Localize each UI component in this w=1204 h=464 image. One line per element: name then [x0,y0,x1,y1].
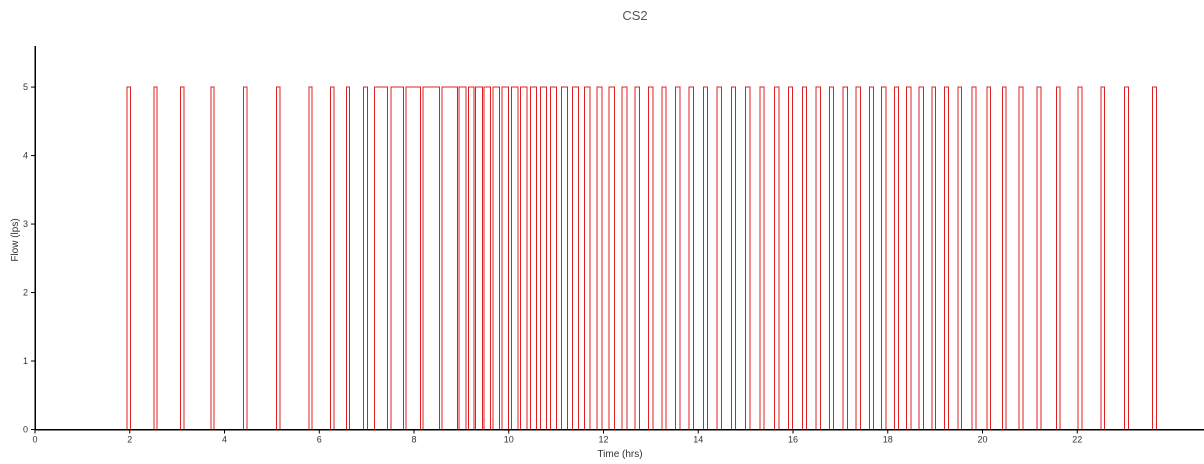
x-tick-label: 0 [32,435,37,445]
x-tick-label: 4 [222,435,227,445]
y-tick-label: 2 [23,288,28,298]
x-axis-label: Time (hrs) [597,449,642,460]
series-line-flow [35,86,1172,430]
x-tick-label: 22 [1072,435,1082,445]
x-tick-label: 12 [598,435,608,445]
x-tick-label: 18 [883,435,893,445]
chart-title: CS2 [622,8,647,23]
plot-area [35,86,1172,430]
x-tick-label: 8 [411,435,416,445]
x-tick-label: 16 [788,435,798,445]
y-tick-label: 4 [23,151,28,161]
y-tick-label: 1 [23,356,28,366]
x-tick-label: 14 [693,435,703,445]
y-tick-label: 0 [23,425,28,435]
x-tick-label: 6 [317,435,322,445]
y-tick-label: 5 [23,82,28,92]
x-tick-label: 20 [977,435,987,445]
x-tick-label: 2 [127,435,132,445]
y-tick-label: 3 [23,219,28,229]
x-tick-label: 10 [504,435,514,445]
x-axis-ticks: 0 2 4 6 8 10 12 14 16 18 20 22 [32,429,1082,445]
y-axis-label: Flow (lps) [10,218,21,261]
y-axis-ticks: 0 1 2 3 4 5 [23,82,35,435]
